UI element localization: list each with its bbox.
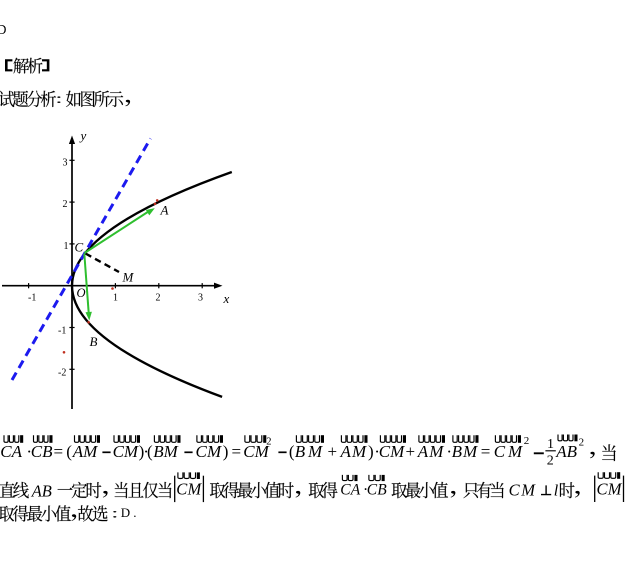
svg-text:l: l xyxy=(554,483,559,500)
svg-text:C: C xyxy=(31,442,43,461)
svg-text:M: M xyxy=(82,442,98,461)
svg-text:C: C xyxy=(597,479,609,498)
svg-text:M: M xyxy=(206,442,222,461)
svg-text:M: M xyxy=(607,479,623,498)
svg-text:=: = xyxy=(481,442,491,461)
svg-text:3: 3 xyxy=(63,157,68,168)
svg-text:=: = xyxy=(232,442,242,461)
svg-text:C: C xyxy=(196,442,208,461)
svg-text:A: A xyxy=(350,482,361,499)
svg-text:D: D xyxy=(0,22,6,37)
svg-text:D: D xyxy=(121,505,130,520)
svg-text:+: + xyxy=(406,442,416,461)
svg-text:C: C xyxy=(113,442,125,461)
svg-text:M: M xyxy=(123,442,139,461)
svg-text:A: A xyxy=(417,442,429,461)
svg-text:M: M xyxy=(254,442,270,461)
svg-text:+: + xyxy=(328,442,338,461)
svg-text:·: · xyxy=(374,442,380,461)
svg-text:A: A xyxy=(72,442,84,461)
svg-text:-1: -1 xyxy=(58,326,66,337)
svg-text:): ) xyxy=(368,442,374,461)
svg-text:A: A xyxy=(555,442,567,461)
svg-text:B: B xyxy=(42,442,53,461)
svg-text:C: C xyxy=(367,482,378,499)
svg-text:2: 2 xyxy=(524,435,530,447)
svg-text:B: B xyxy=(90,334,98,349)
svg-text:1: 1 xyxy=(64,241,69,252)
svg-text:M: M xyxy=(163,442,179,461)
svg-text:M: M xyxy=(520,481,536,500)
svg-text:B: B xyxy=(452,442,463,461)
svg-text:A: A xyxy=(11,442,23,461)
svg-text:=: = xyxy=(54,442,64,461)
svg-text:C: C xyxy=(340,482,351,499)
svg-text:M: M xyxy=(507,442,523,461)
svg-text:2: 2 xyxy=(547,454,554,469)
svg-text:C: C xyxy=(379,442,391,461)
svg-text:(: ( xyxy=(289,442,295,461)
svg-text:B: B xyxy=(377,482,387,499)
svg-text:1: 1 xyxy=(547,437,554,452)
svg-text:.: . xyxy=(133,505,136,520)
svg-text:B: B xyxy=(567,442,578,461)
svg-text:C: C xyxy=(0,442,12,461)
svg-text:M: M xyxy=(462,442,478,461)
svg-text:-2: -2 xyxy=(58,367,66,378)
svg-text:B: B xyxy=(42,482,52,501)
svg-text:C: C xyxy=(176,479,188,498)
svg-text:(: ( xyxy=(66,442,72,461)
svg-text:): ) xyxy=(223,442,229,461)
svg-text:1: 1 xyxy=(113,293,118,304)
svg-text:C: C xyxy=(494,442,506,461)
svg-text:): ) xyxy=(139,442,145,461)
svg-text:A: A xyxy=(31,482,43,501)
svg-text:M: M xyxy=(307,442,323,461)
svg-text:·: · xyxy=(446,442,452,461)
svg-text:A: A xyxy=(160,203,169,218)
svg-text:A: A xyxy=(340,442,352,461)
svg-text:M: M xyxy=(351,442,367,461)
svg-text:3: 3 xyxy=(198,293,203,304)
svg-text:·: · xyxy=(143,442,149,461)
svg-text:2: 2 xyxy=(579,437,585,449)
svg-text:C: C xyxy=(75,240,84,255)
svg-text:2: 2 xyxy=(63,199,68,210)
svg-text:M: M xyxy=(428,442,444,461)
svg-text:O: O xyxy=(77,286,86,300)
svg-text:M: M xyxy=(122,270,135,285)
svg-text:M: M xyxy=(389,442,405,461)
svg-text:2: 2 xyxy=(266,436,271,447)
svg-text:C: C xyxy=(243,442,255,461)
svg-text:(: ( xyxy=(147,442,153,461)
svg-text:·: · xyxy=(26,442,32,461)
svg-text:y: y xyxy=(79,128,87,143)
svg-text:2: 2 xyxy=(156,293,161,304)
svg-text:B: B xyxy=(295,442,306,461)
svg-text:x: x xyxy=(223,291,230,306)
svg-text:B: B xyxy=(153,442,164,461)
svg-text:M: M xyxy=(187,479,203,498)
svg-text:-1: -1 xyxy=(28,293,36,304)
svg-text:C: C xyxy=(509,481,521,500)
svg-text:·: · xyxy=(363,482,368,499)
